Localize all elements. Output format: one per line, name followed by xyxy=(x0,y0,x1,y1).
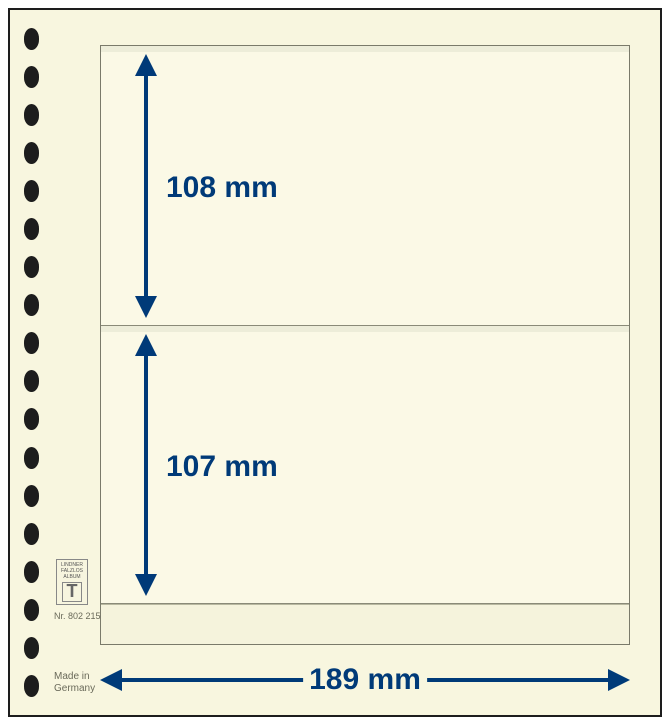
arrowhead-up-icon xyxy=(135,334,157,356)
arrow-shaft xyxy=(144,74,148,298)
made-in-line1: Made in xyxy=(54,671,90,682)
dimension-bottom-label: 107 mm xyxy=(166,450,278,484)
binder-hole xyxy=(24,523,39,545)
arrowhead-right-icon xyxy=(608,669,630,691)
brand-badge: LINDNER FALZLOS ALBUM T xyxy=(56,559,88,605)
brand-letter: T xyxy=(62,582,82,602)
binder-hole xyxy=(24,675,39,697)
binder-hole xyxy=(24,485,39,507)
binder-hole xyxy=(24,599,39,621)
album-sheet: 108 mm 107 mm 189 mm LINDNER FALZLOS ALB… xyxy=(8,8,662,717)
binder-hole xyxy=(24,256,39,278)
arrowhead-down-icon xyxy=(135,574,157,596)
binder-hole xyxy=(24,447,39,469)
content-area: 108 mm 107 mm xyxy=(100,45,630,645)
binder-hole xyxy=(24,66,39,88)
binder-hole xyxy=(24,218,39,240)
binder-hole xyxy=(24,332,39,354)
dimension-top-label: 108 mm xyxy=(166,171,278,205)
brand-subtitle: FALZLOS ALBUM xyxy=(57,568,87,580)
binder-hole xyxy=(24,294,39,316)
arrowhead-down-icon xyxy=(135,296,157,318)
pocket-top: 108 mm xyxy=(101,46,629,326)
binder-hole xyxy=(24,142,39,164)
made-in: Made in Germany xyxy=(54,671,95,695)
pocket-bottom: 107 mm xyxy=(101,326,629,604)
made-in-line2: Germany xyxy=(54,683,95,694)
binder-hole xyxy=(24,180,39,202)
binder-hole xyxy=(24,637,39,659)
dimension-width-label: 189 mm xyxy=(303,663,427,697)
product-number: Nr. 802 215 xyxy=(54,611,101,621)
binder-hole xyxy=(24,28,39,50)
arrow-shaft xyxy=(144,354,148,576)
footer-strip xyxy=(101,604,629,644)
binder-hole xyxy=(24,370,39,392)
binder-hole xyxy=(24,104,39,126)
binder-hole xyxy=(24,408,39,430)
arrowhead-up-icon xyxy=(135,54,157,76)
binder-hole xyxy=(24,561,39,583)
binder-holes xyxy=(24,28,46,697)
arrowhead-left-icon xyxy=(100,669,122,691)
